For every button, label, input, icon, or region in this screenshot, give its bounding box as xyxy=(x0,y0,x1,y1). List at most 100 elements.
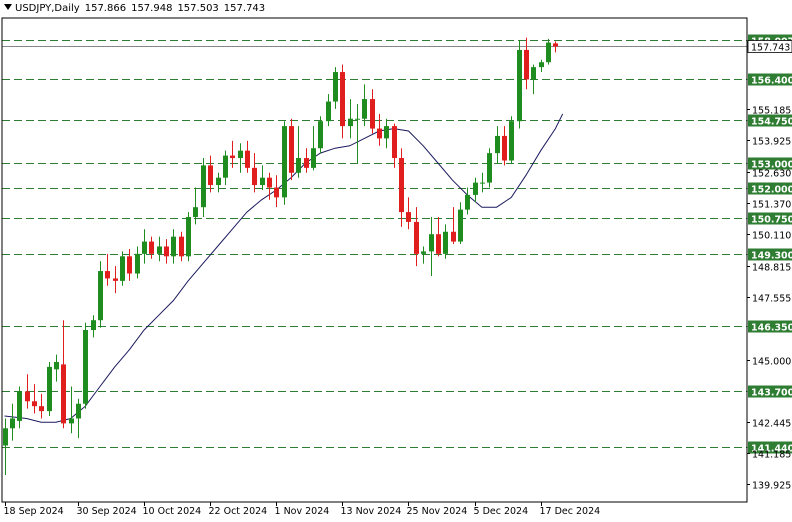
price-tick-label: 152.630 xyxy=(752,169,791,180)
price-tick-label: 142.445 xyxy=(752,419,791,430)
candle xyxy=(61,320,66,429)
candle xyxy=(54,354,59,382)
candle-body xyxy=(458,209,463,242)
candle-body xyxy=(105,271,110,279)
candle xyxy=(487,148,492,188)
candle-body xyxy=(61,364,66,424)
time-tick-label: 25 Nov 2024 xyxy=(407,506,468,517)
candle xyxy=(384,118,389,149)
candle-body xyxy=(553,43,558,47)
candle xyxy=(157,236,162,262)
symbol-label: USDJPY,Daily xyxy=(15,3,80,14)
price-axis[interactable]: 158.007156.400154.750153.000152.000150.7… xyxy=(747,34,792,492)
time-tick-label: 13 Nov 2024 xyxy=(341,506,402,517)
candle xyxy=(3,418,8,475)
candle xyxy=(289,118,294,181)
time-tick-label: 22 Oct 2024 xyxy=(209,506,268,517)
candle xyxy=(223,150,228,186)
candle-body xyxy=(157,246,162,254)
price-tick-label: 150.110 xyxy=(752,231,791,242)
candle-body xyxy=(32,401,37,407)
candle-body xyxy=(370,99,375,129)
candle xyxy=(260,165,265,190)
candlesticks xyxy=(3,37,558,475)
support-resistance-levels xyxy=(2,40,747,448)
candle xyxy=(304,148,309,173)
close-value: 157.743 xyxy=(223,3,266,14)
level-label: 156.400 xyxy=(751,76,792,87)
candle-body xyxy=(260,177,265,186)
level-label: 153.000 xyxy=(751,160,792,171)
candle xyxy=(238,143,243,173)
candle xyxy=(377,113,382,146)
candle xyxy=(326,94,331,127)
candle-body xyxy=(495,135,500,154)
current-price-box xyxy=(747,40,792,53)
candle xyxy=(392,123,397,168)
candle-body xyxy=(392,126,397,159)
level-label-box xyxy=(748,73,792,86)
candle-body xyxy=(362,99,367,119)
price-tick-label: 139.925 xyxy=(752,481,791,492)
price-tick-label: 145.000 xyxy=(752,357,791,368)
candle xyxy=(164,239,169,264)
price-tick-label: 151.370 xyxy=(752,200,791,211)
candle-body xyxy=(245,150,250,168)
candle xyxy=(274,175,279,208)
candle-body xyxy=(340,72,345,127)
candle-body xyxy=(76,403,81,419)
candle xyxy=(83,322,88,409)
candle xyxy=(17,386,22,429)
candle-body xyxy=(164,246,169,257)
candle xyxy=(135,246,140,279)
candle xyxy=(91,315,96,338)
level-label-box xyxy=(748,157,792,170)
candle-body xyxy=(384,126,389,139)
time-tick-label: 18 Sep 2024 xyxy=(4,506,64,517)
candle xyxy=(355,103,360,163)
candle xyxy=(531,64,536,95)
high-value: 157.948 xyxy=(131,3,173,14)
candle xyxy=(465,187,470,215)
level-label: 143.700 xyxy=(751,388,792,399)
candle xyxy=(509,116,514,163)
candle xyxy=(245,140,250,173)
price-tick-label: 147.555 xyxy=(752,294,791,305)
candle xyxy=(113,266,118,294)
chart-menu-arrow-icon[interactable] xyxy=(4,4,12,10)
candle-body xyxy=(296,158,301,173)
candle xyxy=(421,246,426,264)
candle-body xyxy=(91,320,96,331)
candle-body xyxy=(25,391,30,402)
candle-body xyxy=(127,256,132,274)
candle xyxy=(296,126,301,178)
candle-body xyxy=(399,158,404,213)
candle xyxy=(406,197,411,230)
candle-body xyxy=(539,62,544,68)
time-axis[interactable]: 18 Sep 2024 30 Sep 2024 10 Oct 2024 22 Oct … xyxy=(4,502,601,517)
candle-body xyxy=(171,236,176,257)
current-price-label: 157.743 xyxy=(751,43,790,54)
candle-body xyxy=(201,165,206,208)
candle-body xyxy=(480,182,485,184)
candle xyxy=(120,251,125,286)
candle-body xyxy=(142,241,147,254)
candle-body xyxy=(83,330,88,404)
candle xyxy=(429,217,434,276)
candle xyxy=(362,84,367,127)
candle xyxy=(39,393,44,419)
candle-body xyxy=(193,207,198,218)
candle xyxy=(252,153,257,193)
candle-body xyxy=(318,121,323,149)
candle-body xyxy=(223,155,228,178)
candle xyxy=(127,248,132,281)
candle xyxy=(282,121,287,205)
candle-body xyxy=(274,187,279,198)
candle-body xyxy=(267,177,272,188)
time-tick-label: 5 Dec 2024 xyxy=(474,506,529,517)
candle-body xyxy=(377,128,382,139)
candle-body xyxy=(436,234,441,254)
candle xyxy=(186,212,191,262)
candle-body xyxy=(487,153,492,183)
